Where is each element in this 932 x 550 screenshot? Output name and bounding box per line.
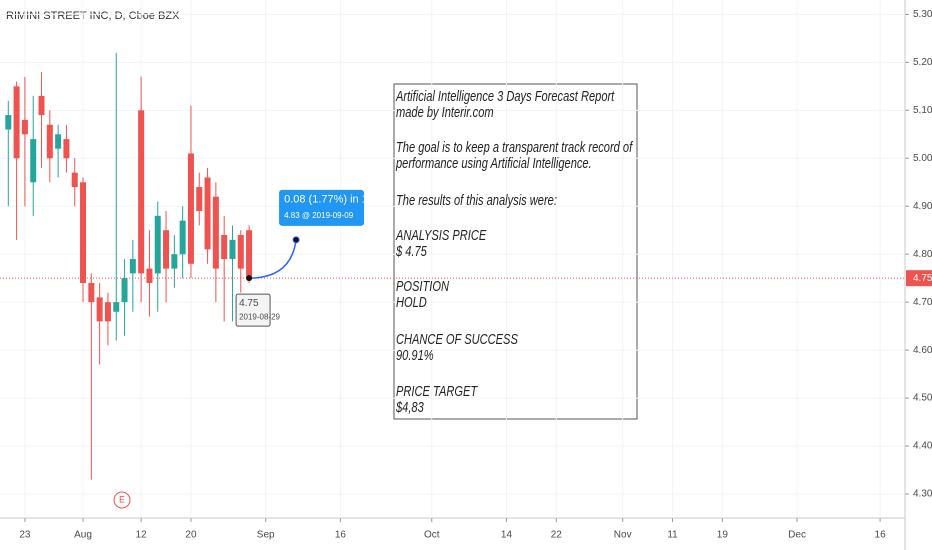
report-line: ANALYSIS PRICE: [395, 226, 486, 243]
x-tick-label: Oct: [424, 530, 440, 541]
x-tick-label: 23: [19, 530, 31, 541]
y-tick-label: 5.20: [913, 57, 932, 68]
candle-body: [30, 139, 37, 183]
report-box: [393, 83, 638, 420]
y-tick-label: 4.70: [913, 297, 932, 308]
candle-body: [212, 196, 219, 269]
y-tick-label: 4.60: [913, 345, 932, 356]
report-line: 90.91%: [396, 346, 434, 363]
x-tick-label: 14: [501, 530, 513, 541]
candle-body: [96, 297, 103, 322]
y-tick-label: 5.00: [913, 153, 932, 164]
candle-body: [13, 86, 20, 159]
report-line: PRICE TARGET: [396, 382, 478, 399]
x-tick-label: 19: [717, 530, 729, 541]
x-tick-label: Dec: [788, 530, 806, 541]
start-callout: [235, 293, 271, 327]
report-line: $4,83: [395, 398, 424, 415]
candle-body: [38, 95, 45, 116]
candle-body: [104, 302, 111, 322]
x-tick-label: Sep: [257, 530, 275, 541]
candle-body: [71, 172, 78, 188]
x-tick-label: 16: [875, 530, 887, 541]
candle-body: [221, 235, 228, 259]
candle-body: [196, 187, 203, 212]
candle-body: [146, 268, 153, 283]
candle-body: [55, 134, 62, 149]
y-tick-label: 5.10: [913, 105, 932, 116]
x-tick-label: 12: [136, 530, 148, 541]
candle-body: [21, 119, 28, 135]
report-line: HOLD: [396, 293, 427, 310]
x-tick-label: 22: [551, 530, 563, 541]
forecast-start: [246, 275, 253, 282]
candle-body: [113, 302, 120, 312]
y-tick-label: 4.50: [913, 393, 932, 404]
earnings-marker: [113, 491, 131, 509]
forecast-callout: [279, 189, 365, 226]
forecast-arrow: [249, 239, 297, 279]
last-price-badge: [906, 270, 932, 287]
x-tick-label: 11: [667, 530, 678, 541]
candle-body: [179, 220, 186, 255]
candle-body: [138, 110, 145, 274]
candle-body: [204, 177, 211, 250]
candle-body: [187, 153, 194, 264]
start-date-label: 2019-08-29: [239, 312, 280, 321]
y-tick-label: 4.80: [913, 249, 932, 260]
candle-body: [46, 124, 53, 159]
y-tick-label: 4.90: [913, 201, 932, 212]
chart-title: RIMINI STREET INC, D, Cboe BZX: [6, 10, 180, 22]
y-tick-label: 5.30: [913, 9, 932, 20]
report-line: made by Interir.com: [396, 103, 494, 120]
report-line: POSITION: [396, 277, 449, 294]
x-tick-label: Aug: [74, 530, 92, 541]
report-text: Artificial Intelligence 3 Days Forecast …: [395, 87, 633, 415]
forecast-target: [292, 236, 300, 244]
candle-body: [229, 239, 236, 259]
x-tick-label: Nov: [614, 530, 632, 541]
earnings-label: E: [119, 494, 125, 504]
candle-body: [88, 282, 95, 303]
report-line: performance using Artificial Intelligenc…: [395, 154, 592, 171]
report-line: The results of this analysis were:: [396, 191, 557, 208]
candle-body: [121, 278, 128, 303]
x-tick-label: 16: [335, 530, 347, 541]
start-price-label: 4.75: [239, 298, 259, 309]
y-tick-label: 4.30: [913, 489, 932, 500]
candle-body: [5, 115, 12, 130]
y-tick-label: 4.40: [913, 441, 932, 452]
candle-body: [246, 230, 253, 279]
report-line: $ 4.75: [395, 242, 427, 259]
candle-body: [80, 182, 87, 283]
report-line: CHANCE OF SUCCESS: [396, 330, 518, 347]
candle-body: [171, 254, 178, 269]
candle-body: [237, 235, 244, 269]
forecast-target-label: 4.83 @ 2019-09-09: [284, 211, 354, 220]
last-price-label: 4.75: [913, 273, 932, 284]
forecast-label: 0.08 (1.77%) in 11d: [284, 194, 379, 206]
candle-body: [163, 230, 170, 269]
x-tick-label: 20: [185, 530, 197, 541]
report-line: The goal is to keep a transparent track …: [396, 138, 633, 155]
report-line: Artificial Intelligence 3 Days Forecast …: [395, 87, 615, 104]
candle-body: [154, 215, 161, 274]
candle-body: [129, 259, 136, 274]
candle-body: [63, 139, 70, 159]
